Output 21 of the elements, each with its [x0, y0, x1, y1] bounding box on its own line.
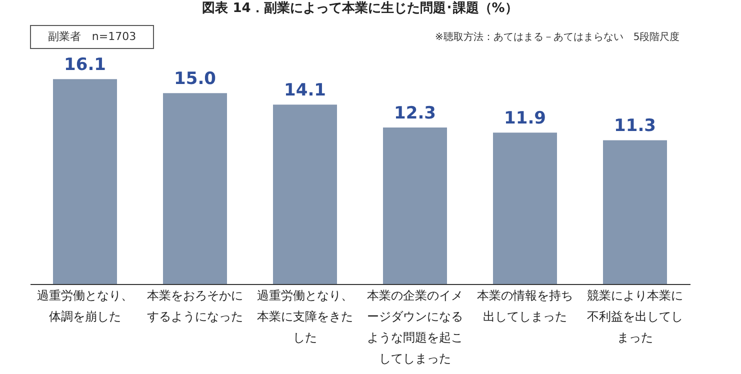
data-label: 12.3	[394, 104, 436, 124]
x-tick-label: 本業の情報を持ち出してしまった	[477, 288, 573, 324]
data-label: 11.9	[504, 108, 546, 129]
bar	[163, 93, 227, 284]
x-tick-label: 本業の企業のイメージダウンになるような問題を起こしてしまった	[367, 288, 463, 366]
text: 副業者 n=1703	[30, 25, 154, 49]
x-tick-label: 過重労働となり、本業に支障をきたした	[257, 288, 353, 344]
bar	[603, 140, 667, 284]
chart-title: 図表 14．副業によって本業に生じた問題･課題（%）	[202, 0, 518, 16]
bar	[53, 79, 117, 284]
x-tick-label: 本業をおろそかにするようになった	[147, 288, 243, 324]
data-label: 15.0	[174, 69, 216, 90]
data-label: 16.1	[64, 55, 106, 76]
bar	[383, 128, 447, 284]
x-tick-label: 過重労働となり、体調を崩した	[37, 288, 133, 324]
bar	[273, 104, 337, 284]
x-tick-label: 競業により本業に不利益を出してしまった	[587, 288, 683, 344]
bar	[493, 132, 557, 284]
data-label: 14.1	[284, 80, 326, 101]
text: ※聴取方法：あてはまる－あてはまらない 5段階尺度	[435, 30, 680, 44]
data-label: 11.3	[614, 116, 656, 136]
